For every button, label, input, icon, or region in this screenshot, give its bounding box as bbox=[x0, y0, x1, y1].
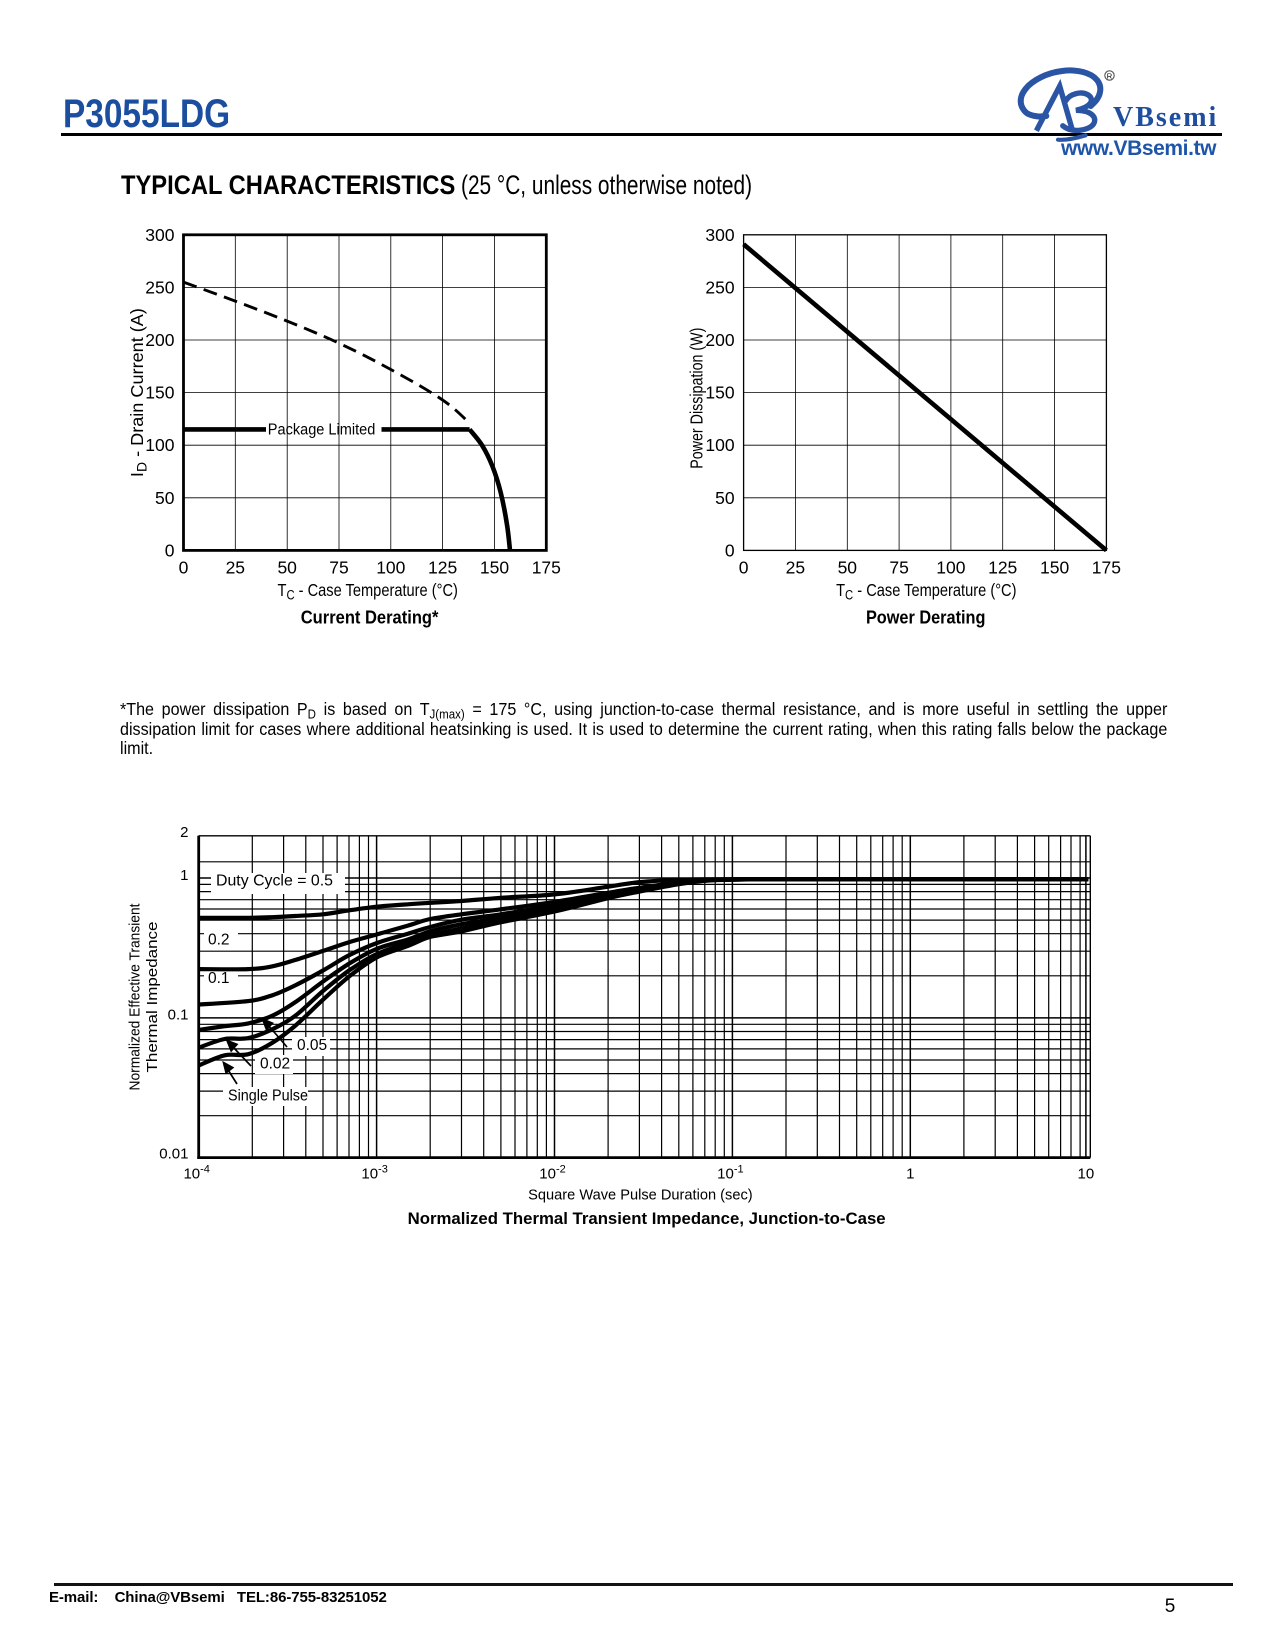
svg-text:0.2: 0.2 bbox=[208, 932, 230, 949]
svg-text:175: 175 bbox=[1092, 558, 1121, 578]
svg-text:TC - Case Temperature (°C): TC - Case Temperature (°C) bbox=[278, 580, 458, 603]
svg-text:Package Limited: Package Limited bbox=[268, 422, 376, 439]
svg-text:100: 100 bbox=[705, 435, 734, 455]
svg-text:150: 150 bbox=[705, 383, 734, 403]
svg-text:100: 100 bbox=[936, 558, 965, 578]
svg-text:0.1: 0.1 bbox=[208, 970, 230, 987]
svg-text:10-3: 10-3 bbox=[361, 1163, 387, 1182]
svg-text:Power Dissipation (W): Power Dissipation (W) bbox=[687, 328, 707, 469]
svg-text:Normalized Thermal Transient I: Normalized Thermal Transient Impedance, … bbox=[408, 1209, 886, 1228]
svg-text:0.01: 0.01 bbox=[159, 1146, 188, 1163]
svg-text:0.05: 0.05 bbox=[297, 1037, 327, 1054]
svg-text:250: 250 bbox=[145, 277, 174, 297]
svg-text:2: 2 bbox=[180, 824, 188, 841]
svg-text:Single Pulse: Single Pulse bbox=[228, 1088, 308, 1105]
svg-text:Normalized Effective Transient: Normalized Effective Transient bbox=[126, 903, 143, 1091]
svg-text:Square Wave Pulse Duration (se: Square Wave Pulse Duration (sec) bbox=[528, 1187, 753, 1204]
svg-text:10: 10 bbox=[1078, 1165, 1095, 1182]
svg-text:0: 0 bbox=[179, 558, 189, 578]
svg-text:25: 25 bbox=[786, 558, 805, 578]
svg-text:125: 125 bbox=[988, 558, 1017, 578]
svg-text:Current Derating*: Current Derating* bbox=[301, 608, 439, 628]
svg-text:0.1: 0.1 bbox=[168, 1006, 189, 1023]
svg-text:10-1: 10-1 bbox=[717, 1163, 743, 1182]
svg-text:100: 100 bbox=[145, 435, 174, 455]
svg-text:250: 250 bbox=[705, 277, 734, 297]
svg-text:TC - Case Temperature (°C): TC - Case Temperature (°C) bbox=[836, 580, 1016, 603]
svg-text:50: 50 bbox=[277, 558, 297, 578]
svg-text:150: 150 bbox=[1040, 558, 1069, 578]
svg-text:Duty Cycle = 0.5: Duty Cycle = 0.5 bbox=[216, 873, 333, 890]
svg-text:R: R bbox=[1107, 71, 1113, 80]
svg-text:300: 300 bbox=[705, 225, 734, 245]
svg-text:150: 150 bbox=[480, 558, 509, 578]
svg-text:Power Derating: Power Derating bbox=[866, 608, 986, 628]
svg-text:200: 200 bbox=[145, 330, 174, 350]
svg-text:100: 100 bbox=[376, 558, 405, 578]
svg-text:50: 50 bbox=[155, 488, 175, 508]
svg-text:300: 300 bbox=[145, 225, 174, 245]
svg-text:0: 0 bbox=[165, 540, 175, 560]
svg-text:75: 75 bbox=[889, 558, 908, 578]
svg-text:25: 25 bbox=[226, 558, 245, 578]
svg-text:175: 175 bbox=[532, 558, 561, 578]
svg-text:125: 125 bbox=[428, 558, 457, 578]
svg-text:1: 1 bbox=[180, 867, 188, 884]
svg-text:0: 0 bbox=[725, 540, 735, 560]
svg-text:200: 200 bbox=[705, 330, 734, 350]
svg-text:10-2: 10-2 bbox=[539, 1163, 565, 1182]
svg-text:50: 50 bbox=[838, 558, 858, 578]
svg-text:1: 1 bbox=[906, 1165, 914, 1182]
svg-text:10-4: 10-4 bbox=[183, 1163, 209, 1182]
svg-text:75: 75 bbox=[329, 558, 348, 578]
svg-text:0.02: 0.02 bbox=[260, 1056, 290, 1073]
svg-text:ID - Drain Current (A): ID - Drain Current (A) bbox=[127, 308, 150, 477]
svg-text:0: 0 bbox=[739, 558, 749, 578]
svg-text:Thermal Impedance: Thermal Impedance bbox=[144, 922, 161, 1073]
svg-text:150: 150 bbox=[145, 383, 174, 403]
svg-text:50: 50 bbox=[715, 488, 735, 508]
